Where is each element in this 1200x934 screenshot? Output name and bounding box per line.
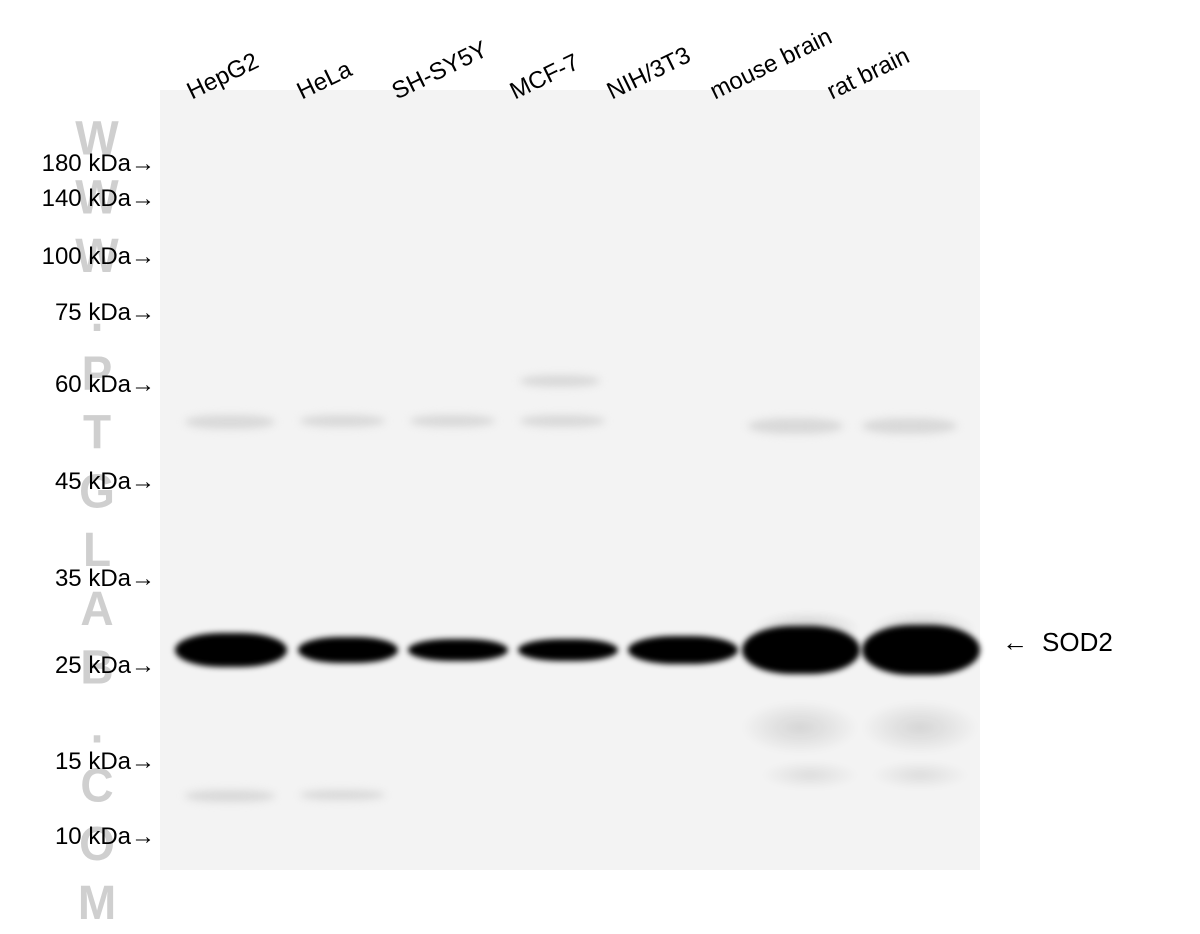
mw-marker-label: 10 kDa→	[55, 823, 155, 851]
mw-marker-label: 15 kDa→	[55, 748, 155, 776]
watermark-text: WWW.PTGLAB.COM	[70, 110, 124, 933]
mw-marker-label: 100 kDa→	[42, 243, 155, 271]
protein-band	[175, 633, 287, 667]
faint-band	[748, 418, 843, 434]
faint-band	[185, 415, 275, 429]
mw-marker-label: 75 kDa→	[55, 299, 155, 327]
mw-marker-label: 60 kDa→	[55, 371, 155, 399]
faint-band	[300, 790, 385, 800]
faint-band	[410, 415, 495, 427]
faint-band	[300, 415, 385, 427]
target-protein-label: SOD2	[1042, 627, 1113, 658]
protein-band	[408, 639, 508, 661]
protein-band	[518, 639, 618, 661]
protein-band	[298, 637, 398, 663]
mw-marker-label: 45 kDa→	[55, 468, 155, 496]
band-smear	[860, 700, 980, 755]
target-arrow-icon: ←	[1002, 627, 1028, 658]
figure-container: WWW.PTGLAB.COM HepG2HeLaSH-SY5YMCF-7NIH/…	[0, 0, 1200, 903]
faint-band	[520, 375, 600, 387]
protein-band	[862, 625, 980, 675]
protein-band	[742, 626, 860, 674]
band-smear	[870, 760, 970, 790]
faint-band	[520, 415, 605, 427]
mw-marker-label: 35 kDa→	[55, 565, 155, 593]
faint-band	[185, 790, 275, 802]
protein-band	[628, 636, 738, 664]
band-smear	[760, 760, 860, 790]
faint-band	[862, 418, 957, 434]
band-smear	[740, 700, 860, 755]
mw-marker-label: 25 kDa→	[55, 652, 155, 680]
mw-marker-label: 180 kDa→	[42, 150, 155, 178]
mw-marker-label: 140 kDa→	[42, 185, 155, 213]
